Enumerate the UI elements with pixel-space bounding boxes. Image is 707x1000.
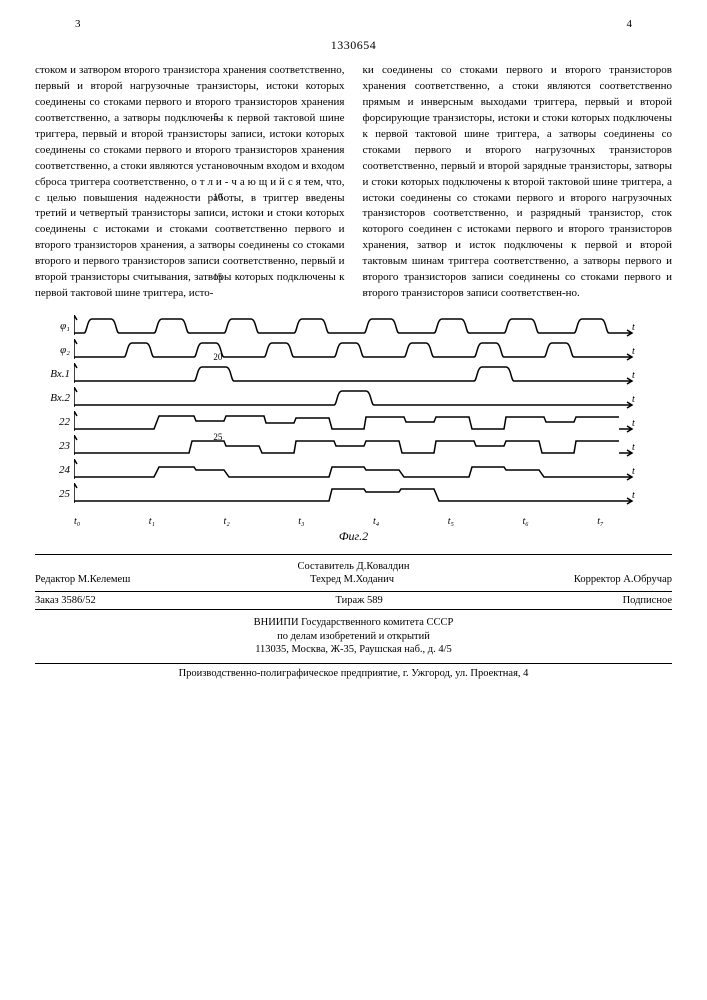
document-number: 1330654 bbox=[35, 38, 672, 53]
waveform-label: 25 bbox=[35, 488, 74, 500]
footer: Производственно-полиграфическое предприя… bbox=[35, 663, 672, 679]
waveform-row: 22 t bbox=[35, 410, 672, 434]
vniipi-line3: 113035, Москва, Ж-35, Раушская наб., д. … bbox=[35, 643, 672, 657]
time-tick: t₁ bbox=[149, 516, 224, 527]
page-container: 3 4 1330654 стоком и затвором второго тр… bbox=[0, 0, 707, 1000]
waveform-label: 22 bbox=[35, 416, 74, 428]
waveform-label: 23 bbox=[35, 440, 74, 452]
time-tick: t₀ bbox=[74, 516, 149, 527]
waveform-label: φ₁ bbox=[35, 320, 74, 332]
waveform-label: φ₂ bbox=[35, 344, 74, 356]
waveform-row: 23 t bbox=[35, 434, 672, 458]
time-tick: t₆ bbox=[523, 516, 598, 527]
right-column-text: ки соединены со стоками первого и второг… bbox=[363, 64, 673, 299]
waveform-svg: t bbox=[74, 411, 672, 433]
waveform-row: 25 t bbox=[35, 482, 672, 506]
svg-text:t: t bbox=[632, 466, 635, 477]
line-marker: 15 bbox=[213, 271, 222, 284]
waveform-svg: t bbox=[74, 483, 672, 505]
right-column: ки соединены со стоками первого и второг… bbox=[363, 63, 673, 302]
subscription: Подписное bbox=[623, 595, 672, 606]
credits-block: Составитель Д.Ковалдин Редактор М.Келеме… bbox=[35, 554, 672, 585]
left-column: стоком и затвором второго транзистора хр… bbox=[35, 63, 345, 302]
circulation: Тираж 589 bbox=[335, 595, 382, 606]
waveform-row: φ₁ t bbox=[35, 314, 672, 338]
waveform-svg: t bbox=[74, 387, 672, 409]
body-columns: стоком и затвором второго транзистора хр… bbox=[35, 63, 672, 302]
order-number: Заказ 3586/52 bbox=[35, 595, 96, 606]
vniipi-line2: по делам изобретений и открытий bbox=[35, 630, 672, 644]
waveform-svg: t bbox=[74, 435, 672, 457]
waveform-row: Вх.2 t bbox=[35, 386, 672, 410]
time-tick: t₄ bbox=[373, 516, 448, 527]
left-column-text: стоком и затвором второго транзистора хр… bbox=[35, 64, 345, 299]
order-row: Заказ 3586/52 Тираж 589 Подписное bbox=[35, 591, 672, 610]
svg-text:t: t bbox=[632, 418, 635, 429]
compiler: Составитель Д.Ковалдин bbox=[35, 561, 672, 572]
right-page-number: 4 bbox=[627, 18, 633, 30]
waveform-svg: t bbox=[74, 339, 672, 361]
corrector: Корректор А.Обручар bbox=[574, 574, 672, 585]
time-tick: t₃ bbox=[298, 516, 373, 527]
time-tick: t₇ bbox=[597, 516, 672, 527]
svg-text:t: t bbox=[632, 394, 635, 405]
left-page-number: 3 bbox=[75, 18, 81, 30]
time-tick: t₅ bbox=[448, 516, 523, 527]
waveform-row: φ₂ t bbox=[35, 338, 672, 362]
svg-text:t: t bbox=[632, 346, 635, 357]
page-numbers: 3 4 bbox=[35, 18, 672, 30]
waveform-svg: t bbox=[74, 315, 672, 337]
line-marker: 5 bbox=[213, 111, 218, 124]
waveform-label: Вх.1 bbox=[35, 368, 74, 380]
time-tick: t₂ bbox=[224, 516, 299, 527]
waveform-row: Вх.1 t bbox=[35, 362, 672, 386]
vniipi-line1: ВНИИПИ Государственного комитета СССР bbox=[35, 616, 672, 630]
tech-editor: Техред М.Ходанич bbox=[310, 574, 394, 585]
vniipi-block: ВНИИПИ Государственного комитета СССР по… bbox=[35, 616, 672, 657]
line-marker: 25 bbox=[213, 431, 222, 444]
time-axis: t₀t₁t₂t₃t₄t₅t₆t₇ bbox=[35, 516, 672, 527]
waveform-svg: t bbox=[74, 363, 672, 385]
svg-text:t: t bbox=[632, 370, 635, 381]
waveform-svg: t bbox=[74, 459, 672, 481]
svg-text:t: t bbox=[632, 490, 635, 501]
figure-label: Фиг.2 bbox=[35, 529, 672, 544]
svg-text:t: t bbox=[632, 322, 635, 333]
waveform-label: Вх.2 bbox=[35, 392, 74, 404]
line-marker: 20 bbox=[213, 351, 222, 364]
waveform-row: 24 t bbox=[35, 458, 672, 482]
svg-text:t: t bbox=[632, 442, 635, 453]
editor: Редактор М.Келемеш bbox=[35, 574, 130, 585]
timing-diagram: φ₁ t φ₂ t Вх.1 t Вх.2 t 22 t 23 t 24 t 25 t bbox=[35, 314, 672, 506]
line-marker: 10 bbox=[213, 191, 222, 204]
waveform-label: 24 bbox=[35, 464, 74, 476]
